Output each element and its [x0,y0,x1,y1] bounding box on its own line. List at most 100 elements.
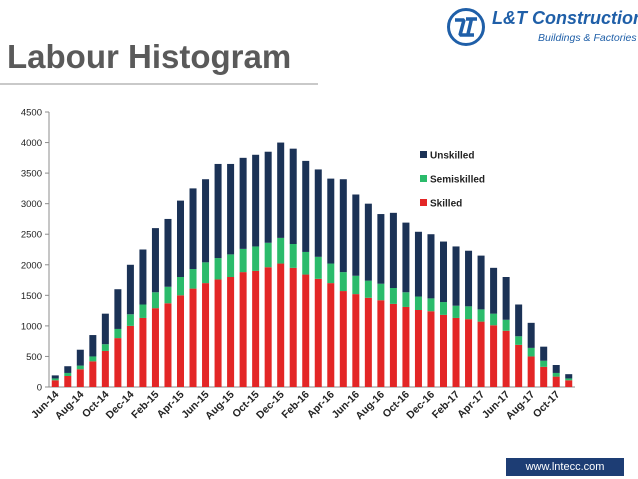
bar-unskilled [227,163,235,255]
bar-skilled [264,267,272,387]
bar-skilled [302,274,310,387]
bar-skilled [51,380,59,387]
bar-semiskilled [540,360,548,367]
y-tick-label: 3000 [21,199,42,210]
x-tick-label: Dec-16 [404,389,437,422]
bar-skilled [202,283,210,387]
bar-unskilled [402,222,410,293]
bar-skilled [314,278,322,387]
bar-skilled [239,272,247,387]
bar-semiskilled [502,319,510,331]
bar-unskilled [189,188,197,270]
bar-semiskilled [89,356,97,362]
y-tick-label: 4000 [21,138,42,149]
bar-unskilled [126,264,134,315]
bar-semiskilled [277,237,285,264]
bar-semiskilled [327,263,335,284]
company-logo: L&T Construction Buildings & Factories [446,6,638,50]
bar-semiskilled [427,298,435,312]
legend-label: Skilled [430,199,462,210]
bar-skilled [427,311,435,387]
bar-semiskilled [189,269,197,289]
bar-unskilled [89,335,97,357]
x-tick-label: Dec-15 [254,389,287,422]
bar-semiskilled [377,283,385,301]
bar-unskilled [289,148,297,244]
bar-unskilled [477,255,485,310]
bar-unskilled [439,241,448,303]
bar-skilled [89,361,97,387]
bar-semiskilled [239,248,247,273]
bar-unskilled [427,234,435,299]
bar-skilled [364,297,372,387]
bar-skilled [452,317,460,387]
bar-skilled [139,317,147,387]
bar-unskilled [377,214,385,284]
bar-unskilled [364,203,372,281]
legend-swatch [420,199,427,206]
bar-skilled [402,306,410,387]
legend-label: Unskilled [430,151,474,162]
bar-skilled [164,303,172,387]
bar-skilled [540,366,548,387]
x-tick-label: Feb-16 [279,389,312,422]
bar-semiskilled [114,328,122,339]
bar-unskilled [552,365,560,373]
bar-unskilled [114,289,122,329]
bar-unskilled [176,200,185,277]
bar-semiskilled [151,292,159,309]
bar-skilled [377,300,385,387]
y-tick-label: 1000 [21,321,42,332]
bar-skilled [176,295,185,387]
bar-unskilled [252,154,260,247]
bar-semiskilled [126,314,134,326]
bar-skilled [552,376,560,387]
bar-unskilled [214,163,222,259]
bar-skilled [439,314,448,387]
bar-semiskilled [515,336,523,345]
bar-semiskilled [139,304,147,318]
bar-unskilled [314,169,322,257]
bar-semiskilled [364,280,372,298]
bar-semiskilled [101,344,109,351]
x-tick-label: Oct-17 [531,389,563,421]
bar-semiskilled [490,313,498,326]
bar-skilled [114,338,122,387]
bar-skilled [414,310,422,387]
labour-histogram-chart: 050010001500200025003000350040004500Jun-… [21,108,575,422]
bar-semiskilled [465,306,473,320]
bar-semiskilled [389,288,397,304]
bar-semiskilled [352,275,360,295]
bar-unskilled [101,313,109,345]
bar-semiskilled [302,251,310,275]
y-tick-label: 0 [37,383,42,394]
bar-semiskilled [452,305,460,318]
bar-semiskilled [289,244,297,268]
bar-semiskilled [565,378,573,381]
bar-semiskilled [439,302,448,315]
bar-skilled [252,270,260,387]
bar-skilled [277,263,285,387]
bar-unskilled [465,250,473,307]
legend-swatch [420,175,427,182]
x-tick-label: Dec-14 [104,389,137,422]
bar-unskilled [202,179,210,263]
bar-skilled [289,267,297,387]
bar-semiskilled [214,258,222,280]
bar-semiskilled [164,286,172,304]
bar-semiskilled [64,372,72,376]
bar-unskilled [151,228,159,293]
bar-unskilled [51,375,59,379]
bar-semiskilled [76,365,84,370]
footer-url[interactable]: www.lntecc.com [506,458,624,476]
slide-title: Labour Histogram [7,38,292,75]
bar-semiskilled [227,254,235,277]
bar-semiskilled [176,277,185,296]
bar-skilled [502,330,510,387]
bar-unskilled [540,346,548,361]
bar-unskilled [264,151,272,243]
bar-unskilled [164,218,172,287]
bar-skilled [465,319,473,387]
bar-skilled [490,325,498,387]
